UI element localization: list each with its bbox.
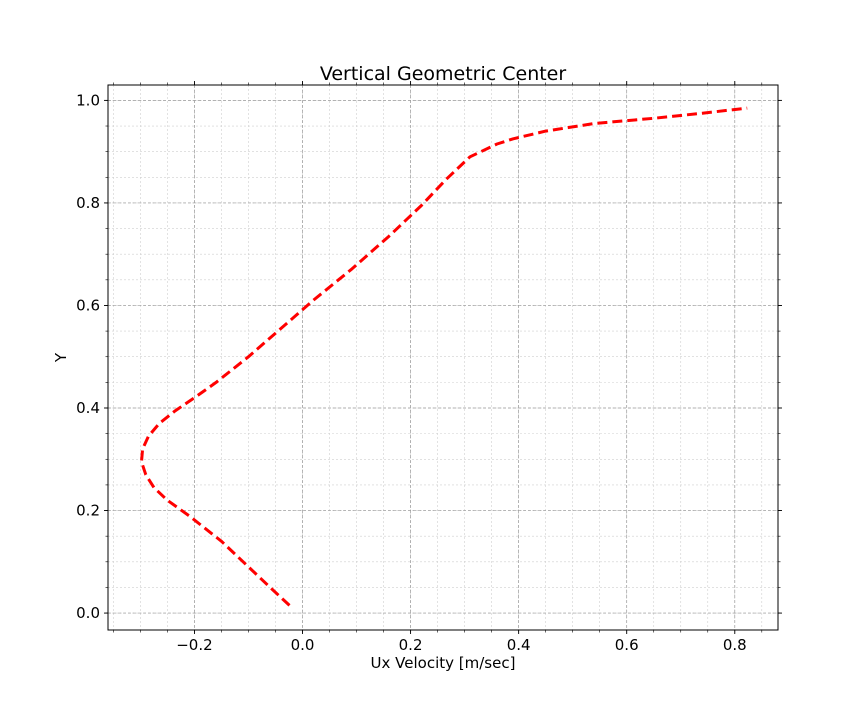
x-tick-label: 0.8 bbox=[723, 636, 747, 654]
y-tick-label: 0.6 bbox=[76, 296, 100, 314]
x-tick-label: 0.6 bbox=[615, 636, 639, 654]
y-tick-label: 0.0 bbox=[76, 604, 100, 622]
major-grid bbox=[108, 85, 778, 630]
x-tick-label: 0.0 bbox=[291, 636, 315, 654]
minor-grid bbox=[108, 85, 778, 630]
y-tick-label: 0.4 bbox=[76, 399, 100, 417]
series-line bbox=[140, 106, 748, 607]
chart-title: Vertical Geometric Center bbox=[320, 63, 567, 85]
y-tick-label: 1.0 bbox=[76, 91, 100, 109]
ticks: −0.2 0.0 0.2 0.4 0.6 0.8 0.0 0.2 0.4 0.6 0.8 1.0 bbox=[76, 81, 782, 654]
x-axis-label: Ux Velocity [m/sec] bbox=[371, 654, 516, 672]
y-tick-label: 0.2 bbox=[76, 502, 100, 520]
x-tick-label: 0.4 bbox=[507, 636, 531, 654]
y-tick-label: 0.8 bbox=[76, 194, 100, 212]
plot-frame bbox=[107, 84, 779, 631]
x-tick-label: 0.2 bbox=[399, 636, 423, 654]
x-tick-label: −0.2 bbox=[176, 636, 212, 654]
series-layer bbox=[140, 106, 748, 607]
y-axis-label: Y bbox=[52, 352, 70, 363]
